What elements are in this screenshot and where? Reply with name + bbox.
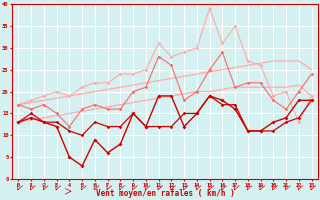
X-axis label: Vent moyen/en rafales ( km/h ): Vent moyen/en rafales ( km/h )	[96, 189, 234, 198]
